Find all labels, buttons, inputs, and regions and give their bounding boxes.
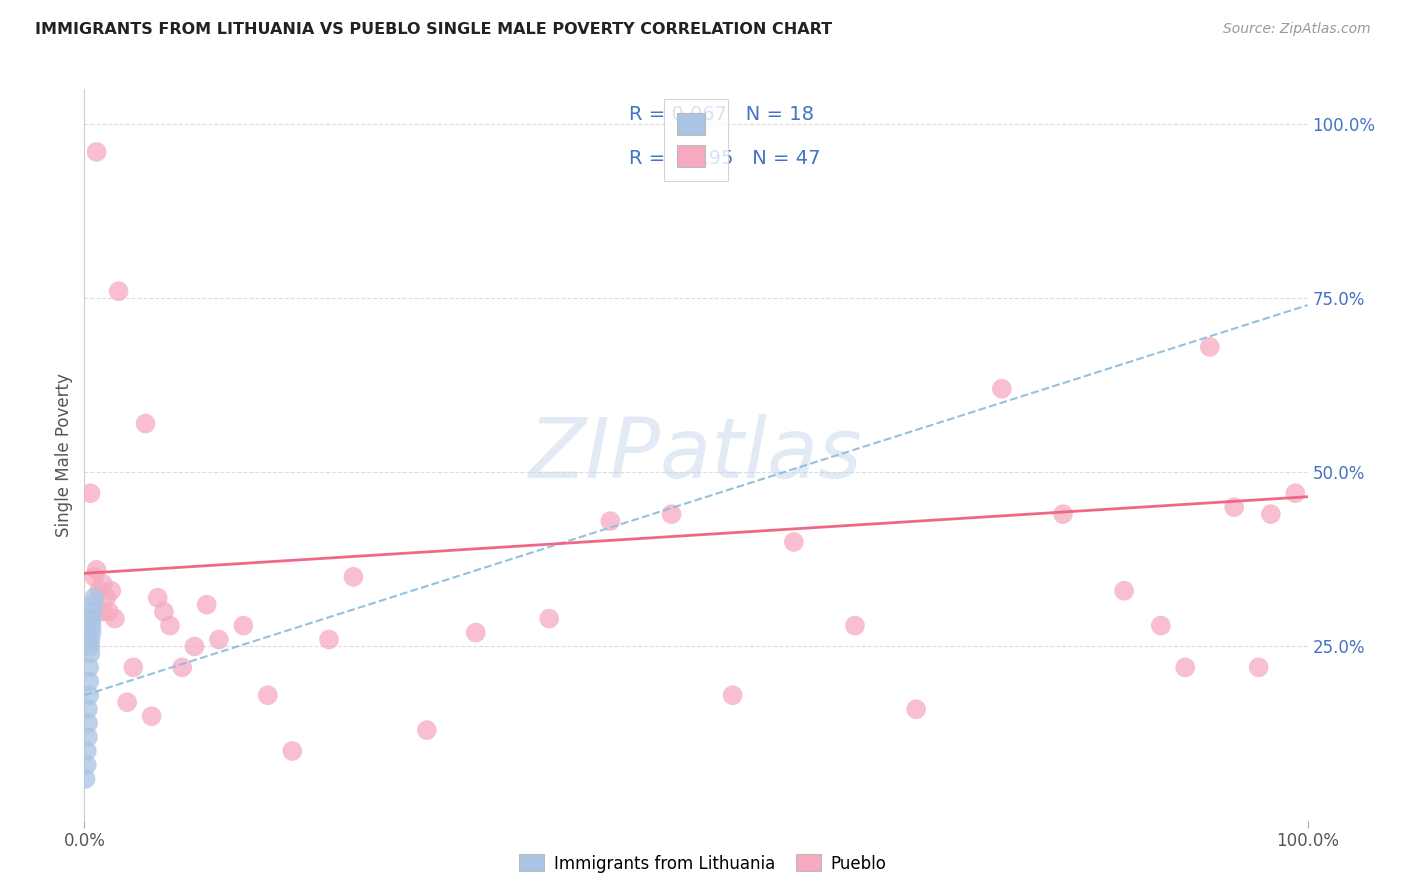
Point (1052, 507, 1074, 521)
Point (96, 591, 118, 605)
Point (172, 660, 194, 674)
Point (1198, 340, 1220, 354)
Text: ZIPatlas: ZIPatlas (529, 415, 863, 495)
Point (195, 598, 218, 612)
Point (77, 730, 100, 744)
Point (661, 507, 683, 521)
Point (77, 660, 100, 674)
Point (1114, 583, 1136, 598)
Point (76, 744, 98, 758)
Point (82, 605, 104, 619)
Point (83, 570, 105, 584)
Point (1284, 486, 1306, 500)
Point (122, 660, 145, 674)
Point (104, 612, 127, 626)
Point (80, 625, 103, 640)
Point (208, 632, 231, 647)
Point (79, 647, 101, 661)
Point (86, 563, 108, 577)
Point (115, 695, 138, 709)
Point (77, 674, 100, 689)
Point (416, 723, 439, 737)
Point (86, 145, 108, 159)
Point (257, 688, 280, 702)
Point (83, 591, 105, 605)
Point (599, 514, 621, 528)
Point (79, 640, 101, 654)
Legend: Immigrants from Lithuania, Pueblo: Immigrants from Lithuania, Pueblo (513, 847, 893, 880)
Point (75, 772, 97, 786)
Point (79, 632, 101, 647)
Point (135, 417, 157, 431)
Point (87, 583, 110, 598)
Point (342, 570, 364, 584)
Point (77, 716, 100, 731)
Point (1174, 660, 1197, 674)
Point (153, 605, 176, 619)
Point (80, 618, 103, 632)
Point (100, 583, 122, 598)
Point (1260, 507, 1282, 521)
Point (82, 598, 104, 612)
Point (1150, 618, 1173, 632)
Point (1223, 500, 1246, 515)
Point (76, 758, 98, 772)
Text: R = 0.067   N = 18: R = 0.067 N = 18 (628, 105, 814, 124)
Point (538, 612, 561, 626)
Legend: , : , (664, 99, 728, 181)
Point (146, 591, 169, 605)
Point (141, 709, 163, 723)
Point (232, 618, 254, 632)
Point (159, 618, 181, 632)
Point (991, 382, 1014, 396)
Point (97, 605, 120, 619)
Point (183, 640, 205, 654)
Y-axis label: Single Male Poverty: Single Male Poverty (55, 373, 73, 537)
Text: R =  0.195   N = 47: R = 0.195 N = 47 (628, 149, 820, 169)
Point (1247, 660, 1270, 674)
Point (80, 612, 103, 626)
Point (844, 618, 866, 632)
Point (77, 702, 100, 716)
Point (91, 605, 114, 619)
Point (77, 688, 100, 702)
Point (721, 688, 744, 702)
Point (107, 284, 129, 298)
Text: IMMIGRANTS FROM LITHUANIA VS PUEBLO SINGLE MALE POVERTY CORRELATION CHART: IMMIGRANTS FROM LITHUANIA VS PUEBLO SING… (35, 22, 832, 37)
Point (783, 535, 806, 549)
Point (281, 744, 304, 758)
Point (318, 632, 340, 647)
Text: Source: ZipAtlas.com: Source: ZipAtlas.com (1223, 22, 1371, 37)
Point (79, 486, 101, 500)
Point (905, 702, 928, 716)
Point (91, 576, 114, 591)
Point (464, 625, 486, 640)
